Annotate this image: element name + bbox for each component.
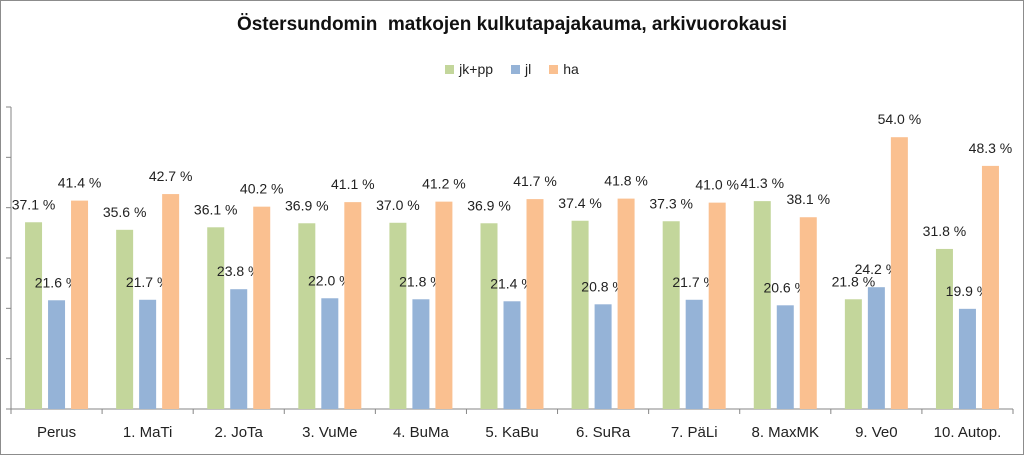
data-label: 36.9 % (285, 197, 329, 213)
bar-jk-pp (844, 299, 862, 409)
bar-ha (890, 137, 908, 409)
data-label: 41.1 % (331, 176, 375, 192)
data-label: 21.8 % (399, 273, 443, 289)
bar-jk-pp (571, 220, 589, 409)
bar-jk-pp (480, 223, 498, 409)
data-label: 21.7 % (672, 274, 716, 290)
bar-jk-pp (389, 222, 407, 409)
x-tick-label: 10. Autop. (934, 424, 1002, 441)
bar-ha (162, 194, 180, 409)
data-label: 41.2 % (422, 176, 466, 192)
bar-ha (617, 198, 635, 409)
bar-jl (594, 304, 612, 409)
data-label: 38.1 % (786, 191, 830, 207)
legend: jk+pp jl ha (0, 61, 1024, 77)
bar-ha (253, 206, 271, 409)
legend-swatch-jk-pp (445, 64, 455, 74)
data-label: 41.8 % (604, 173, 648, 189)
bar-jl (321, 298, 339, 409)
bar-ha (708, 202, 726, 409)
x-tick-label: 3. VuMe (302, 424, 357, 441)
bar-ha (71, 200, 89, 409)
bar-ha (799, 217, 817, 409)
data-label: 37.0 % (376, 197, 420, 213)
legend-swatch-ha (549, 64, 559, 74)
bar-jk-pp (25, 222, 43, 409)
data-label: 19.9 % (946, 283, 990, 299)
bar-jl (412, 299, 430, 409)
data-label: 31.8 % (923, 223, 967, 239)
x-tick-label: 9. Ve0 (855, 424, 898, 441)
bar-jk-pp (116, 229, 134, 409)
data-label: 41.7 % (513, 173, 557, 189)
bar-jl (776, 305, 794, 409)
bar-jl (867, 287, 885, 409)
bar-ha (981, 165, 999, 409)
bar-jl (230, 289, 248, 409)
bar-jl (139, 299, 157, 409)
data-label: 36.9 % (467, 197, 511, 213)
x-tick-label: 7. PäLi (671, 424, 718, 441)
chart-title: Östersundomin matkojen kulkutapajakauma,… (236, 14, 788, 35)
x-tick-label: 4. BuMa (393, 424, 450, 441)
data-label: 41.3 % (740, 175, 784, 191)
bar-jk-pp (298, 223, 316, 409)
data-label: 37.3 % (649, 195, 693, 211)
data-label: 40.2 % (240, 181, 284, 197)
data-label: 42.7 % (149, 168, 193, 184)
legend-item-jl: jl (511, 61, 531, 77)
bar-jk-pp (662, 221, 680, 409)
data-label: 54.0 % (878, 111, 922, 127)
data-label: 20.8 % (581, 278, 625, 294)
bar-ha (526, 199, 544, 409)
bar-jl (503, 301, 521, 409)
x-tick-label: 2. JoTa (215, 424, 264, 441)
legend-swatch-jl (511, 64, 521, 74)
x-tick-label: 1. MaTi (123, 424, 172, 441)
data-label: 22.0 % (308, 272, 352, 288)
x-tick-label: 6. SuRa (576, 424, 631, 441)
x-tick-label: 8. MaxMK (752, 424, 820, 441)
data-label: 35.6 % (103, 204, 147, 220)
legend-item-jk-pp: jk+pp (445, 61, 493, 77)
data-label: 36.1 % (194, 201, 238, 217)
data-label: 21.6 % (35, 274, 79, 290)
bar-jk-pp (753, 201, 771, 409)
legend-label-ha: ha (563, 61, 579, 77)
data-label: 41.0 % (695, 177, 739, 193)
bar-jl (685, 299, 703, 409)
data-label: 23.8 % (217, 263, 261, 279)
data-label: 48.3 % (969, 140, 1013, 156)
bar-jl (48, 300, 66, 409)
legend-label-jl: jl (525, 61, 532, 77)
data-label: 24.2 % (855, 261, 899, 277)
x-tick-label: Perus (37, 424, 76, 441)
data-label: 37.1 % (12, 196, 56, 212)
data-label: 21.4 % (490, 275, 534, 291)
data-label: 21.7 % (126, 274, 170, 290)
x-tick-label: 5. KaBu (485, 424, 538, 441)
legend-label-jk-pp: jk+pp (459, 61, 494, 77)
bar-ha (435, 201, 453, 409)
legend-item-ha: ha (549, 61, 579, 77)
data-label: 21.8 % (832, 273, 876, 289)
bar-ha (344, 202, 362, 409)
data-label: 20.6 % (763, 279, 807, 295)
data-label: 41.4 % (58, 175, 102, 191)
bar-jl (958, 308, 976, 409)
data-label: 37.4 % (558, 195, 602, 211)
bar-jk-pp (207, 227, 225, 409)
bar-jk-pp (935, 248, 953, 409)
